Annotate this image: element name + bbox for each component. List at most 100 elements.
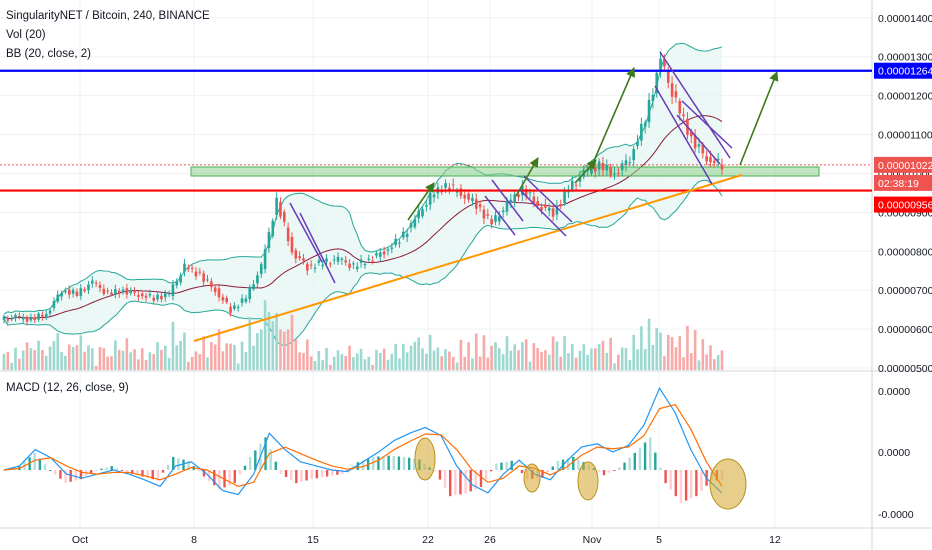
macd-histogram-bar bbox=[649, 437, 652, 470]
candle-body bbox=[367, 258, 371, 260]
candle-body bbox=[590, 168, 593, 174]
volume-bar bbox=[455, 362, 459, 370]
macd-histogram-bar bbox=[638, 447, 642, 470]
volume-bar bbox=[156, 342, 159, 370]
volume-legend[interactable]: Vol (20) bbox=[6, 29, 46, 41]
time-tick-label: 26 bbox=[484, 534, 496, 546]
macd-histogram-bar bbox=[243, 465, 247, 470]
macd-histogram-bar bbox=[382, 456, 385, 470]
volume-bar bbox=[179, 340, 182, 370]
macd-legend[interactable]: MACD (12, 26, close, 9) bbox=[6, 382, 129, 394]
volume-bar bbox=[348, 345, 351, 370]
volume-bar bbox=[417, 337, 420, 370]
candle-body bbox=[321, 264, 324, 267]
candle-body bbox=[640, 123, 643, 141]
candle-body bbox=[236, 306, 240, 308]
candle-body bbox=[256, 275, 259, 284]
price-tick-label: 0.00001100 bbox=[878, 130, 932, 142]
volume-bar bbox=[67, 344, 71, 370]
candle-body bbox=[540, 206, 543, 211]
macd-histogram-bar bbox=[48, 470, 52, 471]
volume-bar bbox=[624, 347, 628, 370]
volume-bar bbox=[325, 347, 328, 370]
macd-histogram-bar bbox=[520, 470, 524, 474]
volume-bar bbox=[10, 362, 13, 370]
candle-body bbox=[678, 101, 682, 114]
macd-histogram-bar bbox=[377, 456, 380, 470]
volume-bar bbox=[670, 337, 674, 370]
volume-bar bbox=[524, 339, 528, 370]
volume-bar bbox=[306, 339, 309, 370]
volume-bar bbox=[613, 363, 616, 370]
volume-bar bbox=[163, 345, 167, 370]
support-zone-rect bbox=[190, 166, 820, 177]
macd-histogram-bar bbox=[59, 470, 62, 479]
macd-histogram-bar bbox=[500, 462, 503, 470]
volume-bar bbox=[317, 351, 321, 370]
volume-bar bbox=[643, 349, 647, 370]
support-zone[interactable] bbox=[190, 166, 820, 177]
candle-body bbox=[294, 250, 298, 259]
volume-bar bbox=[206, 357, 209, 370]
candle-body bbox=[2, 316, 6, 320]
macd-highlight-circle bbox=[414, 437, 436, 481]
volume-bar bbox=[33, 350, 37, 370]
volume-bar bbox=[125, 338, 129, 370]
volume-bar bbox=[451, 356, 455, 370]
macd-histogram-bar bbox=[187, 460, 190, 470]
volume-bar bbox=[202, 336, 205, 370]
macd-histogram-bar bbox=[207, 470, 211, 481]
volume-bar bbox=[513, 344, 516, 370]
candle-body bbox=[647, 99, 651, 123]
candle-body bbox=[386, 249, 390, 251]
bb-legend[interactable]: BB (20, close, 2) bbox=[6, 48, 92, 60]
volume-bar bbox=[117, 349, 121, 370]
candle-body bbox=[114, 289, 117, 295]
price-tick-label: 0.00000700 bbox=[878, 285, 932, 297]
price-tick-label: 0.00000800 bbox=[878, 246, 932, 258]
candle-body bbox=[409, 223, 413, 228]
candle-body bbox=[605, 164, 609, 171]
candle-body bbox=[110, 292, 113, 295]
candle-body bbox=[402, 231, 405, 238]
volume-bar bbox=[620, 347, 624, 370]
candle-body bbox=[282, 211, 286, 222]
volume-bar bbox=[444, 349, 447, 370]
candle-body bbox=[29, 316, 33, 321]
macd-histogram-bar bbox=[95, 470, 98, 471]
macd-histogram-bar bbox=[566, 458, 570, 470]
volume-bar bbox=[428, 334, 432, 370]
price-tick-label: 0.00000600 bbox=[878, 324, 932, 336]
volume-bar bbox=[263, 300, 267, 370]
volume-bar bbox=[459, 339, 463, 370]
volume-bar bbox=[363, 359, 367, 370]
candle-body bbox=[267, 231, 271, 249]
candle-body bbox=[563, 190, 566, 204]
volume-bar bbox=[18, 358, 21, 370]
macd-histogram-bar bbox=[269, 449, 272, 470]
volume-bar bbox=[693, 330, 697, 370]
countdown-badge: 02:38:19 bbox=[878, 178, 919, 190]
candle-body bbox=[375, 253, 378, 256]
volume-bar bbox=[467, 342, 470, 370]
volume-bar bbox=[198, 354, 202, 370]
macd-pane bbox=[2, 386, 747, 510]
volume-bar bbox=[659, 332, 662, 370]
volume-bar bbox=[340, 354, 344, 370]
volume-bar bbox=[720, 350, 724, 370]
macd-histogram-bar bbox=[79, 470, 83, 480]
drawings[interactable] bbox=[0, 51, 872, 342]
macd-histogram-bar bbox=[454, 470, 457, 496]
volume-bar bbox=[37, 340, 40, 370]
macd-histogram-bar bbox=[43, 464, 47, 470]
volume-bar bbox=[282, 331, 286, 370]
volume-bar bbox=[689, 353, 693, 370]
candle-body bbox=[597, 161, 601, 170]
volume-bar bbox=[578, 350, 582, 370]
volume-bar bbox=[225, 343, 228, 370]
support-badge: 0.00000956 bbox=[878, 200, 932, 212]
volume-bar bbox=[640, 326, 643, 370]
candle-body bbox=[382, 251, 386, 255]
candle-body bbox=[428, 192, 432, 205]
